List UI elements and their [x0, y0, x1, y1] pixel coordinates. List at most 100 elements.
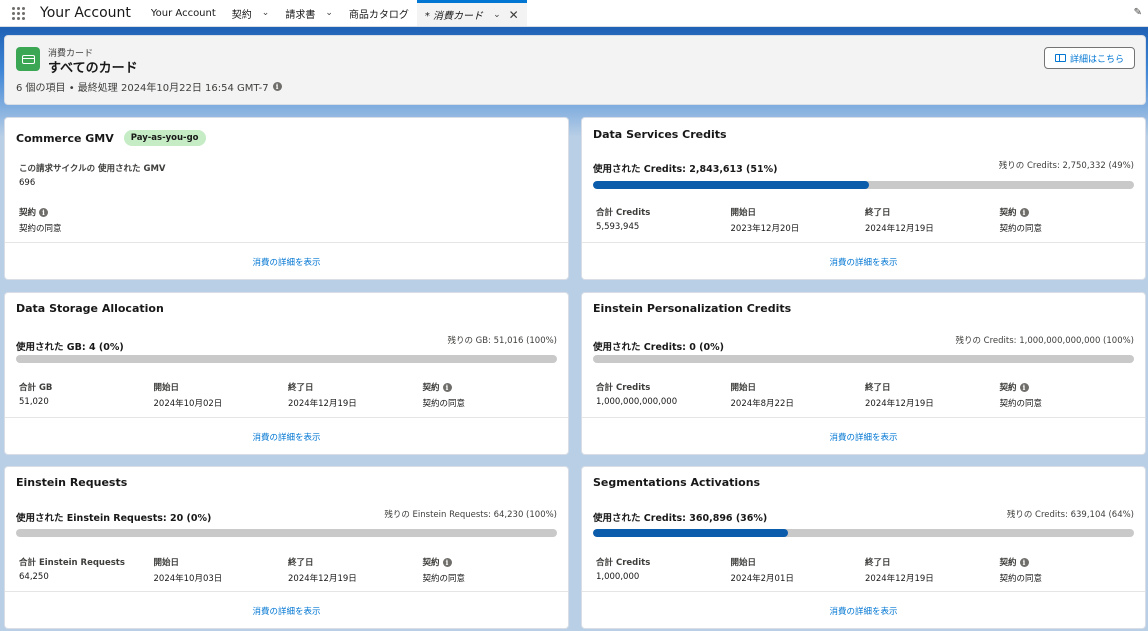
- consumption-card-einstein-personalization-credits: Einstein Personalization Credits 使用された C…: [581, 292, 1146, 455]
- used-amount: 使用された GB: 4 (0%): [16, 342, 124, 353]
- close-icon[interactable]: ✕: [508, 7, 519, 22]
- info-icon[interactable]: i: [442, 382, 452, 392]
- usage-progress-bar: [16, 529, 557, 537]
- list-meta-text: 6 個の項目 • 最終処理 2024年10月22日 16:54 GMT-7: [16, 83, 269, 94]
- card-title-text: Commerce GMV: [16, 131, 114, 145]
- view-consumption-details-link[interactable]: 消費の詳細を表示: [252, 606, 321, 617]
- contract-value: 契約の同意: [422, 399, 466, 409]
- card-title: Segmentations Activations: [593, 476, 760, 489]
- view-consumption-details-link[interactable]: 消費の詳細を表示: [829, 606, 898, 617]
- chevron-down-icon[interactable]: ⌄: [261, 8, 270, 18]
- contract-label: 契約 i: [1000, 381, 1135, 393]
- tab-consumption-cards[interactable]: * 消費カード ⌄ ✕: [416, 0, 527, 26]
- list-view-title: すべてのカード: [48, 61, 138, 76]
- remaining-amount: 残りの Einstein Requests: 64,230 (100%): [384, 510, 557, 520]
- info-icon[interactable]: i: [1019, 557, 1029, 567]
- used-amount: 使用された Credits: 2,843,613 (51%): [593, 164, 778, 175]
- view-consumption-details-link[interactable]: 消費の詳細を表示: [252, 432, 321, 443]
- start-date-label: 開始日: [730, 558, 757, 568]
- nav-item-product-catalog[interactable]: 商品カタログ: [341, 0, 417, 26]
- divider: [582, 591, 1145, 592]
- contract-label-text: 契約: [999, 208, 1017, 218]
- remaining-amount: 残りの Credits: 1,000,000,000,000 (100%): [955, 336, 1134, 346]
- contract-label: 契約 i: [423, 556, 558, 568]
- end-date-value: 2024年12月19日: [288, 399, 357, 409]
- end-date-label: 終了日: [288, 383, 314, 393]
- end-date-value: 2024年12月19日: [865, 574, 934, 584]
- book-icon: [1054, 54, 1066, 62]
- info-icon[interactable]: i: [272, 82, 282, 91]
- info-icon[interactable]: i: [442, 557, 452, 567]
- end-date-label: 終了日: [288, 558, 314, 568]
- learn-more-label: 詳細はこちら: [1069, 54, 1124, 65]
- end-date-value: 2024年12月19日: [865, 399, 934, 409]
- card-details: 合計 Einstein Requests 64,250 開始日 2024年10月03…: [19, 556, 557, 584]
- contract-label: 契約 i: [19, 206, 49, 218]
- remaining-amount: 残りの Credits: 2,750,332 (49%): [998, 161, 1134, 171]
- contract-value: 契約の同意: [999, 574, 1043, 584]
- chevron-down-icon[interactable]: ⌄: [493, 9, 501, 20]
- info-icon[interactable]: i: [1019, 382, 1029, 392]
- consumption-card-icon: [16, 47, 40, 71]
- total-label: 合計 Credits: [596, 383, 651, 393]
- start-date-value: 2024年10月03日: [153, 574, 223, 584]
- usage-progress-fill: [593, 181, 869, 189]
- info-icon[interactable]: i: [1019, 207, 1029, 217]
- pay-as-you-go-badge: Pay-as-you-go: [123, 130, 206, 146]
- start-date-label: 開始日: [730, 383, 757, 393]
- total-value: 1,000,000: [596, 572, 640, 582]
- card-title: Einstein Personalization Credits: [593, 302, 791, 315]
- card-details: 合計 Credits 1,000,000 開始日 2024年2月01日 終了日 202…: [596, 556, 1134, 584]
- info-icon[interactable]: i: [39, 207, 49, 217]
- total-label: 合計 GB: [19, 383, 53, 393]
- contract-value: 契約の同意: [999, 399, 1043, 409]
- card-title: Commerce GMV Pay-as-you-go: [16, 130, 206, 146]
- contract-label: 契約 i: [1000, 556, 1135, 568]
- consumption-card-segmentations-activations: Segmentations Activations 使用された Credits:…: [581, 466, 1146, 629]
- used-amount: 使用された Credits: 0 (0%): [593, 342, 724, 353]
- consumption-card-einstein-requests: Einstein Requests 使用された Einstein Request…: [4, 466, 569, 629]
- consumption-card-data-services-credits: Data Services Credits 使用された Credits: 2,8…: [581, 117, 1146, 280]
- card-title: Data Storage Allocation: [16, 302, 164, 315]
- nav-item-contracts[interactable]: 契約 ⌄: [224, 0, 278, 26]
- card-title-text: Data Storage Allocation: [16, 302, 164, 315]
- nav-item-your-account[interactable]: Your Account: [143, 0, 224, 26]
- nav-item-label: 契約: [231, 9, 252, 21]
- usage-progress-bar: [16, 355, 557, 363]
- view-consumption-details-link[interactable]: 消費の詳細を表示: [829, 432, 898, 443]
- edit-nav-pencil-icon[interactable]: ✎: [1133, 7, 1142, 18]
- start-date-value: 2024年2月01日: [730, 574, 794, 584]
- card-title-text: Einstein Personalization Credits: [593, 302, 792, 315]
- nav-item-label: Your Account: [150, 7, 216, 19]
- divider: [5, 242, 568, 243]
- total-label: 合計 Credits: [596, 208, 651, 218]
- usage-progress-bar: [593, 181, 1134, 189]
- remaining-amount: 残りの GB: 51,016 (100%): [447, 336, 557, 346]
- app-name: Your Account: [40, 5, 131, 21]
- contract-value: 契約の同意: [19, 224, 62, 234]
- remaining-amount: 残りの Credits: 639,104 (64%): [1006, 510, 1134, 520]
- chevron-down-icon[interactable]: ⌄: [325, 8, 333, 18]
- used-amount: 使用された Credits: 360,896 (36%): [593, 513, 768, 524]
- usage-progress-bar: [593, 355, 1134, 363]
- contract-label: 契約 i: [423, 381, 558, 393]
- contract-label-text: 契約: [422, 558, 440, 568]
- card-title: Einstein Requests: [16, 476, 127, 489]
- app-launcher-button[interactable]: [0, 0, 36, 26]
- start-date-value: 2024年8月22日: [730, 399, 794, 409]
- card-title-text: Data Services Credits: [593, 128, 727, 141]
- view-consumption-details-link[interactable]: 消費の詳細を表示: [829, 257, 898, 268]
- view-consumption-details-link[interactable]: 消費の詳細を表示: [252, 257, 321, 268]
- page-header: 消費カード すべてのカード 6 個の項目 • 最終処理 2024年10月22日 …: [4, 35, 1146, 105]
- nav-item-invoices[interactable]: 請求書 ⌄: [277, 0, 341, 26]
- card-details: 合計 Credits 1,000,000,000,000 開始日 2024年8月22…: [596, 381, 1134, 409]
- global-navigation: Your Account Your Account 契約 ⌄ 請求書 ⌄ 商品カ…: [0, 0, 1148, 27]
- learn-more-button[interactable]: 詳細はこちら: [1044, 47, 1135, 69]
- gmv-value: 696: [19, 178, 36, 188]
- start-date-label: 開始日: [153, 558, 180, 568]
- start-date-value: 2024年10月02日: [153, 399, 223, 409]
- contract-label-text: 契約: [422, 383, 440, 393]
- end-date-value: 2024年12月19日: [288, 574, 357, 584]
- end-date-value: 2024年12月19日: [865, 224, 934, 234]
- end-date-label: 終了日: [865, 558, 891, 568]
